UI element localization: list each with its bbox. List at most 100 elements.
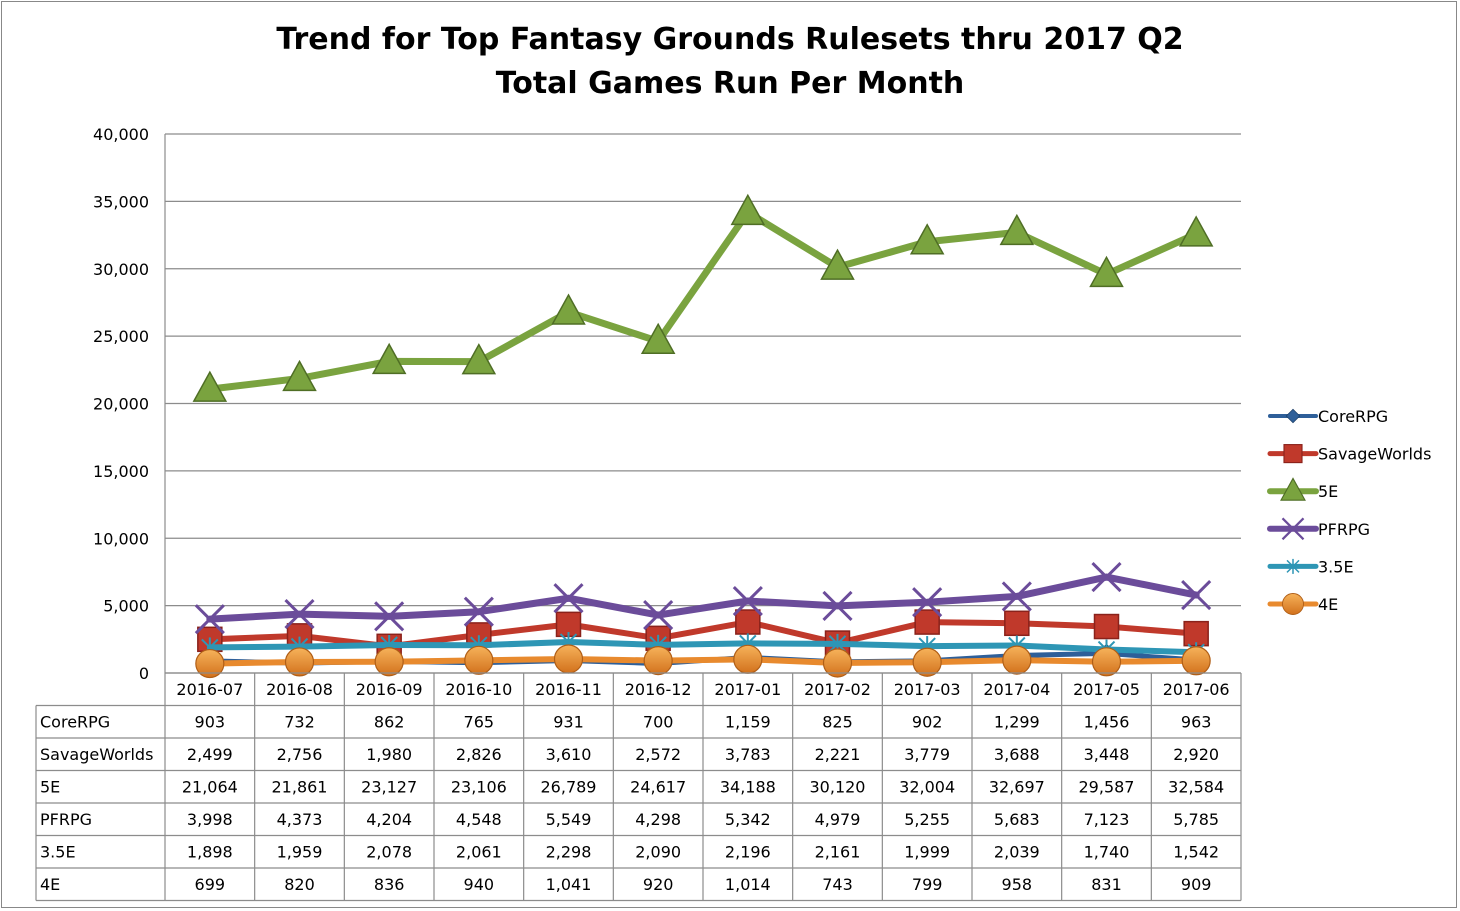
- data-point: [1286, 558, 1300, 574]
- data-point: [640, 322, 676, 355]
- data-point: [1178, 215, 1214, 247]
- table-row-label: 5E: [40, 778, 60, 797]
- table-cell-value: 1,041: [546, 875, 592, 894]
- table-cell-value: 799: [912, 875, 943, 894]
- table-cell-value: 836: [374, 875, 405, 894]
- table-cell-value: 5,342: [725, 810, 771, 829]
- y-tick-label: 5,000: [103, 597, 149, 616]
- table-cell-value: 1,299: [994, 713, 1040, 732]
- table-cell-value: 902: [912, 713, 943, 732]
- data-point: [820, 248, 855, 280]
- marker-stroke: [194, 604, 225, 635]
- table-cell-value: 32,004: [899, 778, 955, 797]
- data-point: [461, 343, 497, 375]
- table-cell-value: 2,756: [277, 745, 323, 764]
- y-axis-ticks: 0 5,000 10,000 15,000 20,000 25,000 30,000 35,0…: [93, 125, 149, 683]
- table-cell-value: 3,448: [1084, 745, 1130, 764]
- data-point: [1093, 613, 1120, 640]
- marker-stroke: [1091, 561, 1122, 593]
- marker-stroke: [1001, 581, 1032, 612]
- series-line: [206, 639, 1200, 656]
- legend-item: CoreRPG: [1268, 407, 1388, 426]
- table-cell-value: 825: [822, 713, 853, 732]
- data-point: [553, 644, 584, 674]
- table-cell-value: 21,064: [182, 778, 238, 797]
- x-tick-label: 2016-10: [445, 680, 512, 699]
- y-tick-label: 25,000: [93, 327, 149, 346]
- legend-marker: [1280, 477, 1306, 501]
- x-tick-label: 2016-07: [176, 680, 243, 699]
- y-tick-label: 40,000: [93, 125, 149, 144]
- data-point: [553, 583, 584, 614]
- table-cell-value: 2,920: [1173, 745, 1219, 764]
- table-cell-value: 5,785: [1173, 810, 1219, 829]
- table-cell-value: 958: [1002, 875, 1033, 894]
- legend-label: 4E: [1318, 595, 1338, 614]
- table-cell-value: 2,196: [725, 843, 771, 862]
- marker-stroke: [643, 600, 674, 631]
- series-line: [206, 208, 1200, 393]
- data-point: [195, 648, 225, 679]
- table-cell-value: 4,298: [635, 810, 681, 829]
- table-row-label: SavageWorlds: [40, 745, 153, 764]
- data-point: [374, 601, 405, 632]
- table-cell-value: 2,826: [456, 745, 502, 764]
- table-cell-value: 24,617: [630, 778, 686, 797]
- table-cell-value: 29,587: [1079, 778, 1135, 797]
- table-cell-value: 743: [822, 875, 853, 894]
- data-point: [1091, 561, 1122, 593]
- data-point: [284, 599, 315, 630]
- data-point: [822, 590, 853, 621]
- series-5e: [192, 193, 1214, 402]
- table-cell-value: 909: [1181, 875, 1212, 894]
- table-cell-value: 2,078: [366, 843, 412, 862]
- x-tick-label: 2016-09: [356, 680, 423, 699]
- table-cell-value: 5,255: [904, 810, 950, 829]
- data-point: [282, 359, 317, 392]
- table-cell-value: 2,161: [815, 843, 861, 862]
- y-tick-label: 35,000: [93, 192, 149, 211]
- table-row-label: CoreRPG: [40, 713, 110, 732]
- legend-label: 3.5E: [1318, 557, 1354, 576]
- table-cell-value: 32,584: [1168, 778, 1224, 797]
- table-cell-value: 931: [553, 713, 584, 732]
- x-tick-label: 2017-05: [1073, 680, 1140, 699]
- table-row-label: PFRPG: [40, 810, 92, 829]
- table-cell-value: 2,090: [635, 843, 681, 862]
- data-point: [909, 223, 945, 255]
- table-cell-value: 903: [195, 713, 226, 732]
- data-point: [1181, 646, 1211, 676]
- data-point: [912, 587, 943, 618]
- table-cell-value: 30,120: [810, 778, 866, 797]
- table-cell-value: 2,061: [456, 843, 502, 862]
- table-cell-value: 1,740: [1084, 843, 1130, 862]
- data-point: [1089, 255, 1124, 288]
- data-point: [371, 342, 407, 375]
- table-cell-value: 23,106: [451, 778, 507, 797]
- chart-subtitle: Total Games Run Per Month: [495, 66, 965, 101]
- y-tick-label: 10,000: [93, 529, 149, 548]
- table-cell-value: 4,979: [815, 810, 861, 829]
- table-cell-value: 2,039: [994, 843, 1040, 862]
- data-point: [732, 585, 763, 617]
- table-cell-value: 765: [464, 713, 495, 732]
- data-point: [735, 609, 761, 635]
- table-cell-value: 3,783: [725, 745, 771, 764]
- table-cell-value: 1,014: [725, 875, 771, 894]
- data-point: [1281, 517, 1305, 541]
- legend: CoreRPG SavageWorlds 5E PFRPG 3.5E 4E: [1267, 407, 1431, 615]
- table-cell-value: 1,456: [1084, 713, 1130, 732]
- table-cell-value: 2,221: [815, 745, 861, 764]
- data-point: [1001, 581, 1032, 612]
- table-cell-value: 34,188: [720, 778, 776, 797]
- data-point: [912, 647, 942, 677]
- marker-stroke: [284, 599, 315, 630]
- marker-stroke: [553, 583, 584, 614]
- series-pfrpg: [194, 561, 1212, 635]
- marker-stroke: [1181, 579, 1212, 611]
- legend-label: SavageWorlds: [1318, 445, 1431, 464]
- table-cell-value: 1,980: [366, 745, 412, 764]
- table-cell-value: 5,549: [546, 810, 592, 829]
